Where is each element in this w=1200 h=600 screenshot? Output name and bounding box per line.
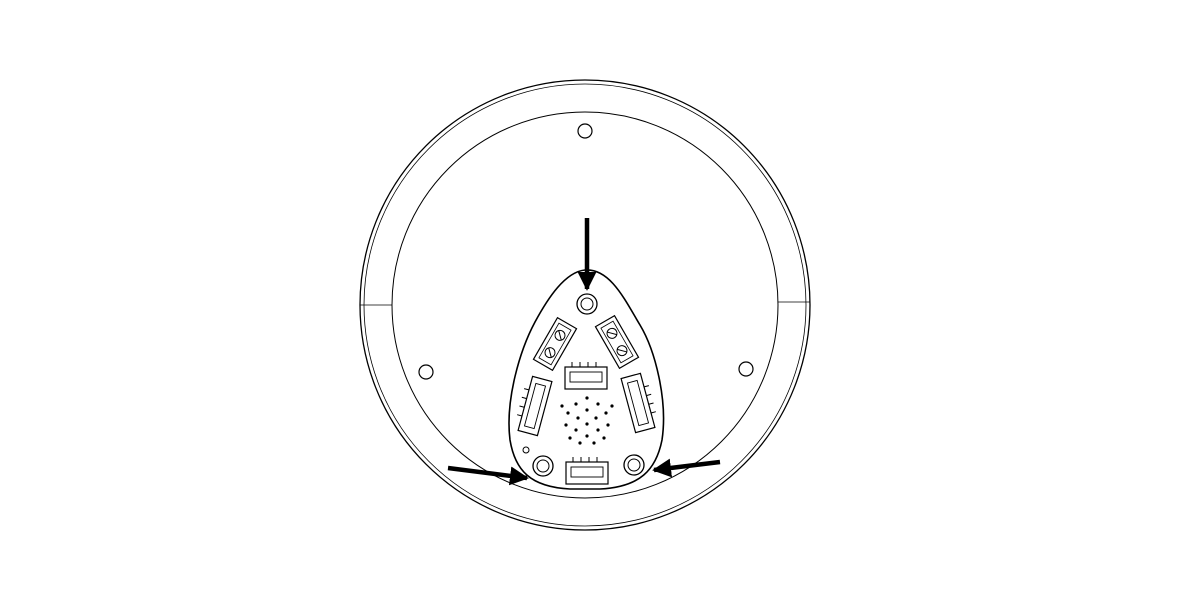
circuit-board [508,269,665,490]
connector-bottom [565,457,609,485]
arrow-right-mount [652,458,721,478]
board-mount-hole-bottom-right [623,454,645,476]
board-mount-hole-top [576,293,598,315]
housing-screw-hole-left [418,364,434,380]
housing-screw-hole-top [577,123,593,139]
pointer-arrows [447,218,721,486]
housing-screw-hole-right [738,361,754,377]
housing [359,79,811,531]
connector-right [620,372,656,434]
speaker-grille [560,396,614,445]
board-mount-hole-bottom-left [532,455,554,477]
connector-left [517,375,553,437]
arrow-left-mount [447,465,529,486]
wire-terminal-right [594,314,640,370]
connector-top [564,362,608,390]
board-outline [508,269,665,490]
board-led-hole [522,446,530,454]
wire-terminal-left [532,316,578,372]
